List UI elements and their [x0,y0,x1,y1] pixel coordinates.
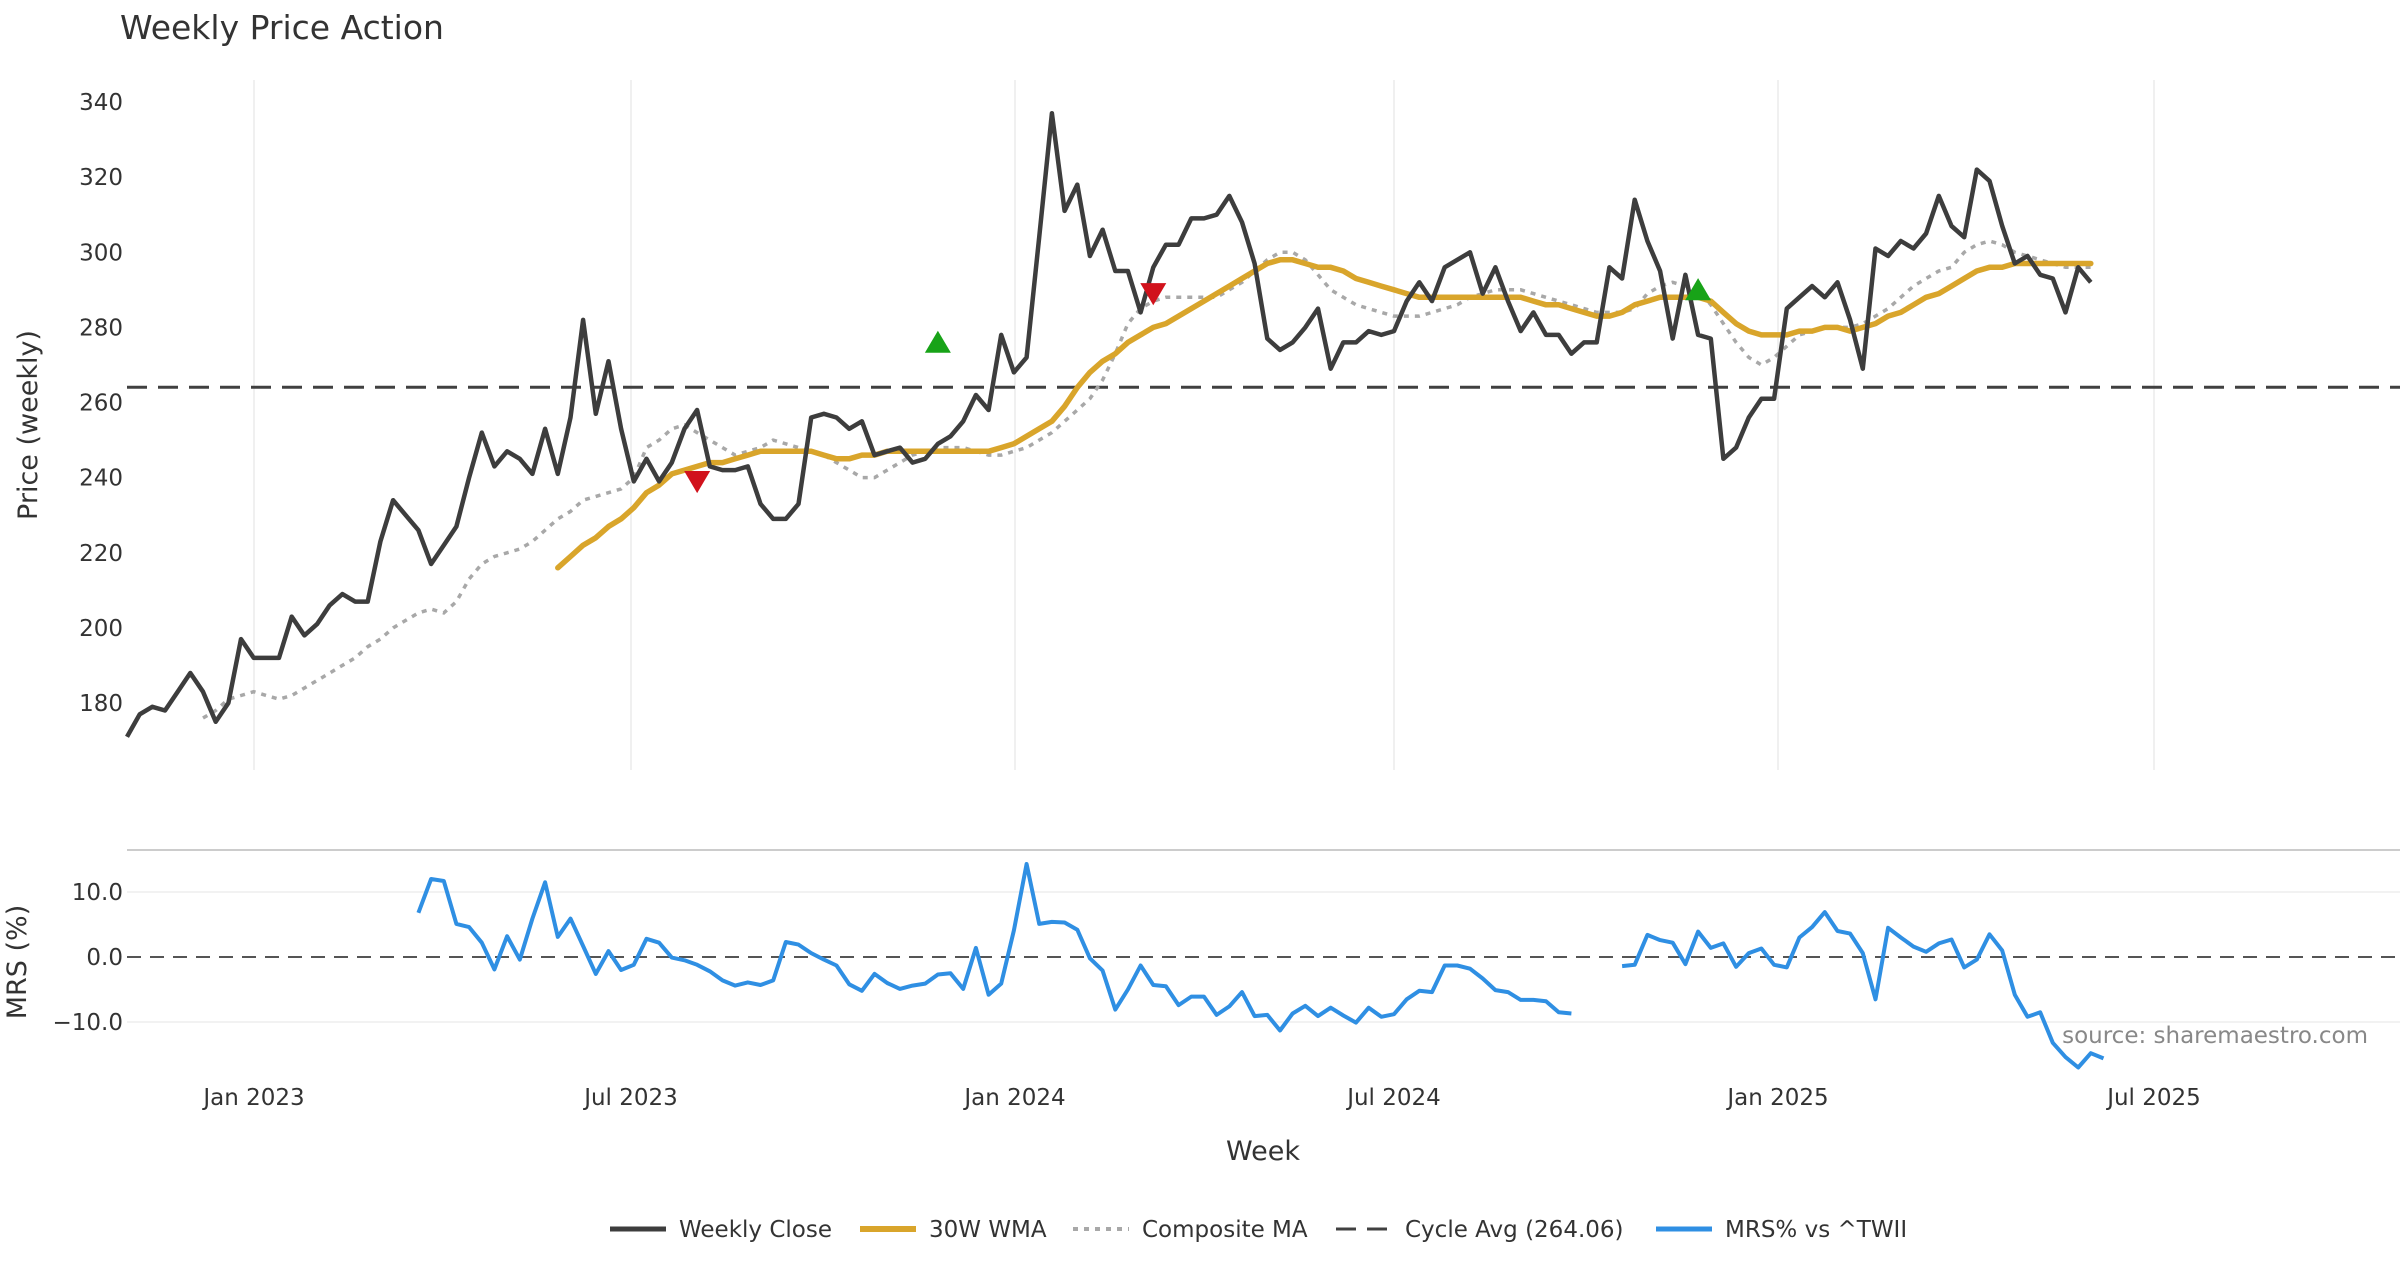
mrs-y-axis-label: MRS (%) [2,905,33,1020]
source-note: source: sharemaestro.com [2062,1023,2368,1049]
mrs-y-tick-label: 0.0 [86,945,123,971]
wma-30w-line [555,257,2094,571]
x-tick-label: Jan 2023 [201,1085,304,1111]
price-y-tick-label: 220 [79,541,123,567]
legend-entry-label: 30W WMA [929,1217,1047,1243]
mrs-y-ticks: 10.0 0.0 −10.0 [53,880,123,1036]
price-y-tick-label: 340 [79,90,123,116]
price-y-tick-label: 260 [79,391,123,417]
chart-legend: Weekly Close 30W WMA Composite MA Cycle Avg… [610,1217,1907,1243]
sell-signal-marker [684,470,711,494]
legend-entry-label: Cycle Avg (264.06) [1405,1217,1624,1243]
composite-ma-line [202,239,2091,720]
price-y-tick-label: 200 [79,616,123,642]
buy-signal-marker [924,330,951,353]
buy-signal-marker [1685,278,1712,301]
x-tick-label: Jan 2024 [962,1085,1065,1111]
price-y-tick-label: 240 [79,466,123,492]
weekly-close-line [125,111,2093,738]
mrs-line-segment [416,862,1572,1033]
x-tick-label: Jul 2023 [582,1085,678,1111]
signal-markers [684,278,1712,494]
legend-entry-label: MRS% vs ^TWII [1725,1217,1907,1243]
mrs-y-tick-label: 10.0 [72,880,123,906]
price-y-tick-label: 300 [79,240,123,266]
price-y-tick-label: 180 [79,691,123,717]
legend-entry-label: Composite MA [1142,1217,1308,1243]
x-tick-label: Jul 2025 [2105,1085,2201,1111]
price-y-ticks: 180 200 220 240 260 280 300 320 340 [79,90,123,717]
x-tick-label: Jan 2025 [1725,1085,1828,1111]
grid-layer [127,80,2400,1023]
mrs-series-layer [416,862,2105,1070]
x-ticks: Jan 2023 Jul 2023 Jan 2024 Jul 2024 Jan 2025… [201,1085,2200,1111]
price-series-layer [125,111,2400,738]
x-axis-label: Week [1226,1136,1300,1167]
price-y-tick-label: 320 [79,165,123,191]
mrs-y-tick-label: −10.0 [53,1010,123,1036]
legend-entry-label: Weekly Close [679,1217,832,1243]
price-y-tick-label: 280 [79,315,123,341]
sell-signal-marker [1140,283,1167,306]
x-tick-label: Jul 2024 [1345,1085,1441,1111]
chart-title: Weekly Price Action [120,8,444,47]
price-y-axis-label: Price (weekly) [13,330,44,520]
mrs-line-segment [1621,910,2105,1070]
